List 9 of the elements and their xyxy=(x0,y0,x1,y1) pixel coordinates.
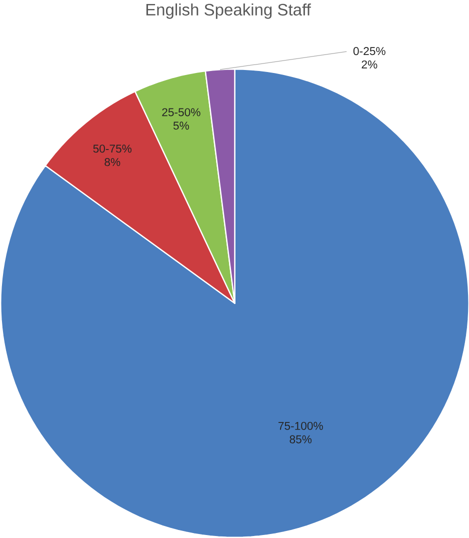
slice-label: 50-75% xyxy=(93,144,132,153)
slice-label: 0-25% xyxy=(353,47,386,56)
data-label: 5% xyxy=(173,122,189,130)
data-label: 2% xyxy=(362,60,377,68)
data-label: 85% xyxy=(290,435,312,444)
data-label: 8% xyxy=(104,158,120,166)
slice-label: 25-50% xyxy=(162,108,200,116)
chart-title: English Speaking Staff xyxy=(146,3,311,19)
slice-label: 75-100% xyxy=(278,422,323,430)
